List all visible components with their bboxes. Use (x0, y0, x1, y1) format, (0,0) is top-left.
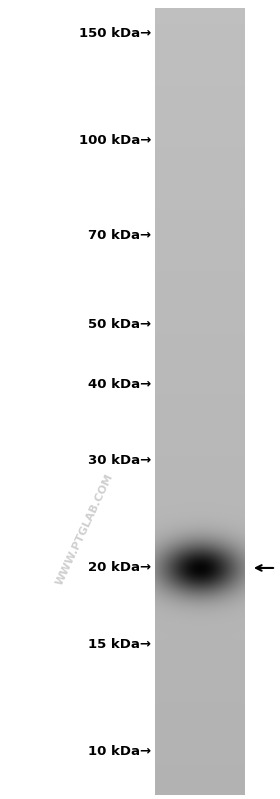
Text: WWW.PTGLAB.COM: WWW.PTGLAB.COM (55, 473, 115, 587)
Text: 20 kDa→: 20 kDa→ (88, 562, 151, 574)
Text: 150 kDa→: 150 kDa→ (79, 27, 151, 40)
Text: 40 kDa→: 40 kDa→ (88, 377, 151, 391)
Text: 100 kDa→: 100 kDa→ (79, 134, 151, 147)
Text: 10 kDa→: 10 kDa→ (88, 745, 151, 758)
Text: 30 kDa→: 30 kDa→ (88, 454, 151, 467)
Text: 50 kDa→: 50 kDa→ (88, 318, 151, 332)
Text: 15 kDa→: 15 kDa→ (88, 638, 151, 650)
Text: 70 kDa→: 70 kDa→ (88, 229, 151, 242)
